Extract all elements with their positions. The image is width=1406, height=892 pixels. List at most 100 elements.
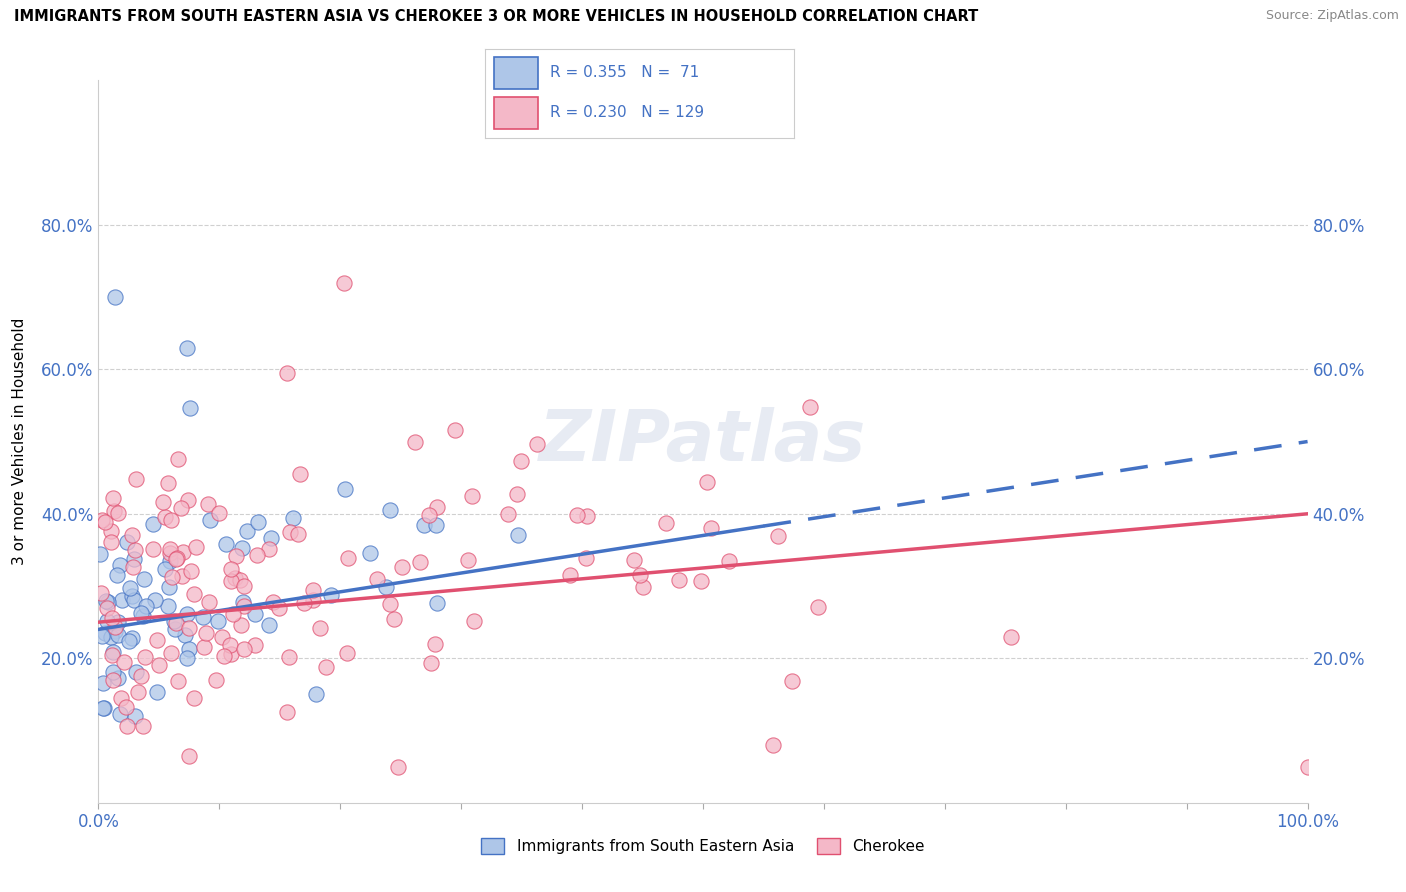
Point: [229, 618, 252, 632]
Point: [115, 719, 138, 733]
Point: [668, 573, 690, 587]
Point: [631, 580, 654, 594]
Point: [157, 599, 180, 614]
Point: [153, 562, 176, 576]
Point: [160, 513, 183, 527]
Point: [387, 760, 409, 774]
Point: [180, 564, 202, 578]
Point: [506, 486, 529, 500]
Point: [122, 560, 145, 574]
Point: [257, 617, 280, 632]
Point: [413, 518, 436, 533]
Point: [278, 650, 301, 665]
Point: [423, 638, 446, 652]
Point: [142, 517, 165, 532]
Point: [689, 574, 711, 588]
Point: [107, 615, 129, 630]
Point: [426, 500, 449, 514]
Point: [90, 586, 112, 600]
Point: [198, 595, 221, 609]
Point: [359, 546, 381, 560]
Point: [498, 507, 520, 521]
Point: [219, 574, 242, 589]
Point: [221, 562, 243, 576]
Point: [177, 492, 200, 507]
Point: [336, 646, 359, 660]
Point: [696, 475, 718, 489]
Point: [165, 552, 187, 566]
Text: ZIPatlas: ZIPatlas: [540, 407, 866, 476]
Point: [233, 642, 256, 657]
Point: [276, 366, 298, 380]
Point: [183, 587, 205, 601]
Point: [1296, 760, 1319, 774]
Point: [628, 568, 651, 582]
Point: [100, 524, 122, 539]
Point: [107, 628, 129, 642]
Point: [170, 500, 193, 515]
Point: [319, 588, 342, 602]
Point: [302, 593, 325, 607]
Point: [156, 475, 179, 490]
Point: [183, 691, 205, 706]
Point: [159, 580, 181, 594]
Point: [124, 542, 146, 557]
Point: [231, 541, 253, 555]
Point: [131, 609, 153, 624]
Point: [782, 673, 804, 688]
Point: [125, 472, 148, 486]
Point: [159, 541, 181, 556]
Point: [278, 524, 301, 539]
Point: [135, 599, 157, 614]
Point: [103, 504, 125, 518]
Point: [120, 581, 142, 595]
Point: [129, 606, 152, 620]
Point: [807, 600, 830, 615]
Point: [287, 527, 309, 541]
Point: [129, 669, 152, 683]
Point: [91, 700, 114, 714]
Point: [110, 593, 132, 607]
Point: [101, 645, 124, 659]
Point: [125, 665, 148, 679]
Point: [195, 626, 218, 640]
Point: [91, 676, 114, 690]
Point: [163, 615, 186, 629]
Point: [243, 607, 266, 621]
Point: [717, 553, 740, 567]
Point: [509, 454, 531, 468]
Point: [145, 633, 167, 648]
Point: [146, 685, 169, 699]
Point: [260, 531, 283, 545]
Point: [177, 641, 200, 656]
Point: [375, 580, 398, 594]
Point: [193, 610, 215, 624]
Point: [267, 600, 290, 615]
Point: [288, 467, 311, 481]
Point: [132, 719, 155, 733]
FancyBboxPatch shape: [495, 57, 537, 89]
Point: [100, 535, 122, 549]
Point: [419, 656, 441, 670]
Point: [148, 658, 170, 673]
Point: [1000, 630, 1022, 644]
Legend: Immigrants from South Eastern Asia, Cherokee: Immigrants from South Eastern Asia, Cher…: [475, 832, 931, 860]
Point: [91, 512, 114, 526]
Point: [404, 434, 426, 449]
Point: [461, 490, 484, 504]
Point: [121, 528, 143, 542]
Point: [152, 495, 174, 509]
Point: [378, 503, 401, 517]
Point: [333, 483, 356, 497]
Text: R = 0.230   N = 129: R = 0.230 N = 129: [550, 105, 704, 120]
Point: [233, 579, 256, 593]
Point: [121, 631, 143, 645]
Point: [382, 612, 405, 626]
FancyBboxPatch shape: [495, 97, 537, 129]
Point: [105, 568, 128, 582]
Point: [101, 611, 124, 625]
Point: [167, 452, 190, 467]
Point: [247, 515, 270, 529]
Point: [219, 648, 242, 662]
Point: [243, 638, 266, 652]
